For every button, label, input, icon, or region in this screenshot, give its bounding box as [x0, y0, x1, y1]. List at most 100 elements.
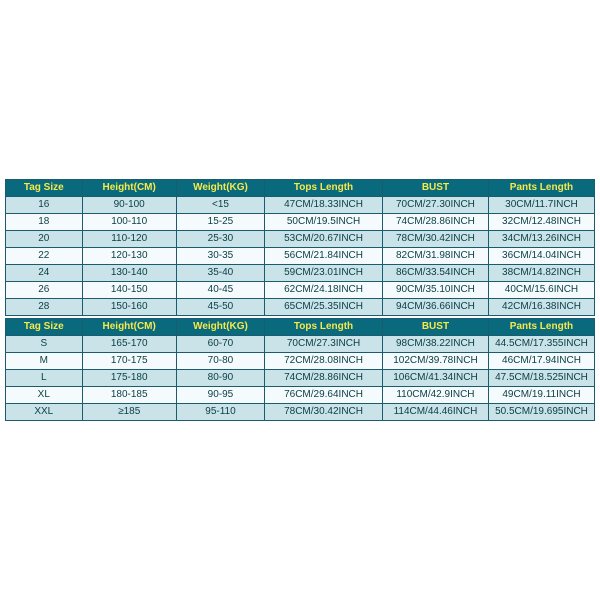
table-cell: 74CM/28.86INCH	[265, 370, 383, 387]
table-row: XL180-18590-9576CM/29.64INCH110CM/42.9IN…	[6, 387, 595, 404]
table-cell: 38CM/14.82INCH	[488, 265, 594, 282]
table-cell: 46CM/17.94INCH	[488, 353, 594, 370]
table-cell: 53CM/20.67INCH	[265, 231, 383, 248]
table-cell: 56CM/21.84INCH	[265, 248, 383, 265]
size-tables-container: Tag Size Height(CM) Weight(KG) Tops Leng…	[5, 179, 595, 421]
table-cell: 22	[6, 248, 83, 265]
table-cell: 72CM/28.08INCH	[265, 353, 383, 370]
table-cell: 16	[6, 197, 83, 214]
table-cell: 40CM/15.6INCH	[488, 282, 594, 299]
table-cell: 70-80	[176, 353, 264, 370]
table-cell: 15-25	[176, 214, 264, 231]
adult-size-table: Tag Size Height(CM) Weight(KG) Tops Leng…	[5, 318, 595, 421]
table-cell: 165-170	[82, 336, 176, 353]
table-cell: 78CM/30.42INCH	[265, 404, 383, 421]
table-cell: 47CM/18.33INCH	[265, 197, 383, 214]
table-cell: 170-175	[82, 353, 176, 370]
table-row: M170-17570-8072CM/28.08INCH102CM/39.78IN…	[6, 353, 595, 370]
table-cell: 45-50	[176, 299, 264, 316]
table-cell: 65CM/25.35INCH	[265, 299, 383, 316]
table-cell: 140-150	[82, 282, 176, 299]
col-tops-length: Tops Length	[265, 180, 383, 197]
table-cell: 180-185	[82, 387, 176, 404]
table-cell: 78CM/30.42INCH	[382, 231, 488, 248]
table-cell: 18	[6, 214, 83, 231]
table-cell: 44.5CM/17.355INCH	[488, 336, 594, 353]
table-row: L175-18080-9074CM/28.86INCH106CM/41.34IN…	[6, 370, 595, 387]
table-cell: 86CM/33.54INCH	[382, 265, 488, 282]
table-cell: 95-110	[176, 404, 264, 421]
table-row: 28150-16045-5065CM/25.35INCH94CM/36.66IN…	[6, 299, 595, 316]
table-cell: 35-40	[176, 265, 264, 282]
table-row: 18100-11015-2550CM/19.5INCH74CM/28.86INC…	[6, 214, 595, 231]
table-cell: 76CM/29.64INCH	[265, 387, 383, 404]
table-cell: 49CM/19.11INCH	[488, 387, 594, 404]
table-cell: 90-100	[82, 197, 176, 214]
table-cell: 50CM/19.5INCH	[265, 214, 383, 231]
table-cell: 114CM/44.46INCH	[382, 404, 488, 421]
table-cell: 80-90	[176, 370, 264, 387]
col-pants-length: Pants Length	[488, 319, 594, 336]
col-bust: BUST	[382, 319, 488, 336]
col-height: Height(CM)	[82, 180, 176, 197]
table-cell: 175-180	[82, 370, 176, 387]
kids-size-table: Tag Size Height(CM) Weight(KG) Tops Leng…	[5, 179, 595, 316]
table-row: 20110-12025-3053CM/20.67INCH78CM/30.42IN…	[6, 231, 595, 248]
table-cell: 50.5CM/19.695INCH	[488, 404, 594, 421]
col-tag-size: Tag Size	[6, 319, 83, 336]
table-cell: 120-130	[82, 248, 176, 265]
col-pants-length: Pants Length	[488, 180, 594, 197]
table-cell: 70CM/27.30INCH	[382, 197, 488, 214]
table-cell: XL	[6, 387, 83, 404]
table-cell: ≥185	[82, 404, 176, 421]
table-cell: 60-70	[176, 336, 264, 353]
table-cell: S	[6, 336, 83, 353]
table-cell: 28	[6, 299, 83, 316]
col-weight: Weight(KG)	[176, 319, 264, 336]
table-cell: 42CM/16.38INCH	[488, 299, 594, 316]
table-cell: 25-30	[176, 231, 264, 248]
col-tag-size: Tag Size	[6, 180, 83, 197]
table-cell: 82CM/31.98INCH	[382, 248, 488, 265]
table-cell: 150-160	[82, 299, 176, 316]
table-cell: 47.5CM/18.525INCH	[488, 370, 594, 387]
table-cell: 36CM/14.04INCH	[488, 248, 594, 265]
table-header-row: Tag Size Height(CM) Weight(KG) Tops Leng…	[6, 319, 595, 336]
col-weight: Weight(KG)	[176, 180, 264, 197]
table-cell: 100-110	[82, 214, 176, 231]
table-cell: 90CM/35.10INCH	[382, 282, 488, 299]
table-cell: 62CM/24.18INCH	[265, 282, 383, 299]
table-cell: 74CM/28.86INCH	[382, 214, 488, 231]
table-row: 1690-100<1547CM/18.33INCH70CM/27.30INCH3…	[6, 197, 595, 214]
table-cell: 70CM/27.3INCH	[265, 336, 383, 353]
col-bust: BUST	[382, 180, 488, 197]
kids-size-table-body: 1690-100<1547CM/18.33INCH70CM/27.30INCH3…	[6, 197, 595, 316]
table-cell: 32CM/12.48INCH	[488, 214, 594, 231]
table-cell: XXL	[6, 404, 83, 421]
table-cell: 110-120	[82, 231, 176, 248]
table-cell: 34CM/13.26INCH	[488, 231, 594, 248]
table-cell: 102CM/39.78INCH	[382, 353, 488, 370]
table-cell: 40-45	[176, 282, 264, 299]
table-cell: L	[6, 370, 83, 387]
table-header-row: Tag Size Height(CM) Weight(KG) Tops Leng…	[6, 180, 595, 197]
table-cell: 130-140	[82, 265, 176, 282]
table-cell: 110CM/42.9INCH	[382, 387, 488, 404]
table-cell: M	[6, 353, 83, 370]
table-row: 26140-15040-4562CM/24.18INCH90CM/35.10IN…	[6, 282, 595, 299]
table-cell: 24	[6, 265, 83, 282]
col-height: Height(CM)	[82, 319, 176, 336]
table-row: 24130-14035-4059CM/23.01INCH86CM/33.54IN…	[6, 265, 595, 282]
table-cell: 20	[6, 231, 83, 248]
table-cell: 26	[6, 282, 83, 299]
table-cell: 59CM/23.01INCH	[265, 265, 383, 282]
table-cell: 94CM/36.66INCH	[382, 299, 488, 316]
table-cell: 106CM/41.34INCH	[382, 370, 488, 387]
table-cell: 98CM/38.22INCH	[382, 336, 488, 353]
col-tops-length: Tops Length	[265, 319, 383, 336]
table-cell: 90-95	[176, 387, 264, 404]
table-row: 22120-13030-3556CM/21.84INCH82CM/31.98IN…	[6, 248, 595, 265]
table-row: S165-17060-7070CM/27.3INCH98CM/38.22INCH…	[6, 336, 595, 353]
table-cell: 30-35	[176, 248, 264, 265]
adult-size-table-body: S165-17060-7070CM/27.3INCH98CM/38.22INCH…	[6, 336, 595, 421]
